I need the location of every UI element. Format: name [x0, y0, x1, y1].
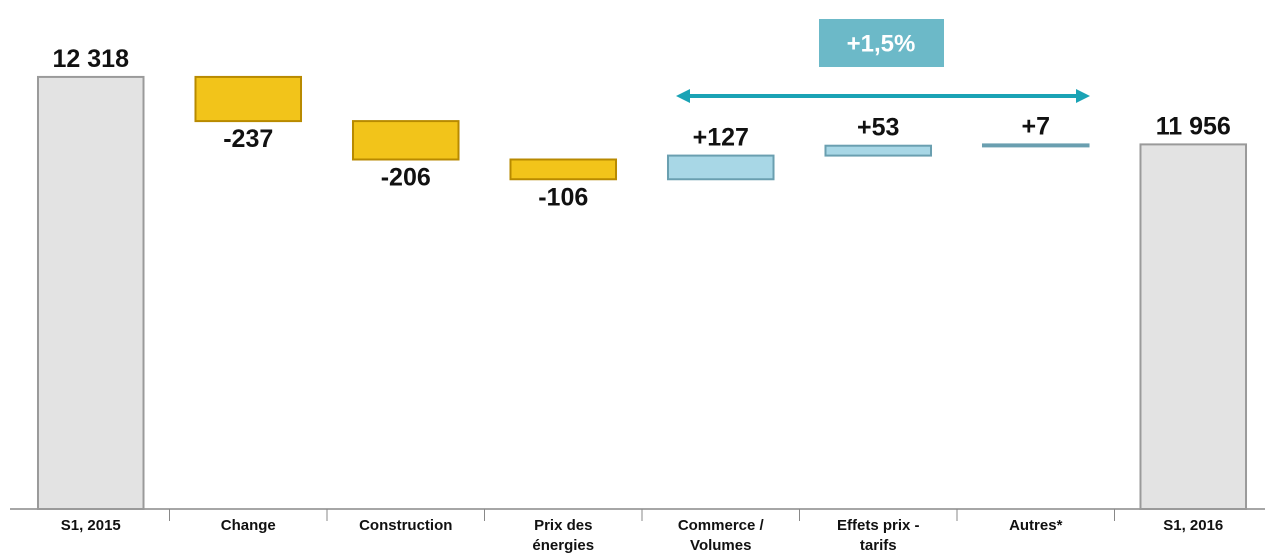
value-label: +7: [1021, 112, 1050, 140]
bar: [1139, 143, 1248, 510]
annotation: +1,5%: [847, 30, 916, 57]
value-label: -106: [538, 183, 588, 211]
bar: [509, 158, 618, 181]
value-label: 12 318: [53, 45, 130, 73]
arrow-head: [1076, 89, 1090, 103]
bar: [981, 143, 1090, 148]
x-tick-label: S1, 2015: [60, 517, 121, 534]
x-tick-label: Effets prix - tarifs: [836, 517, 920, 554]
annotation-box: [817, 17, 946, 69]
value-label: -237: [223, 125, 273, 153]
x-tick-label: Autres*: [1009, 517, 1063, 534]
value-label: 11 956: [1156, 112, 1231, 140]
value-label: +53: [857, 114, 899, 142]
arrow-head: [676, 89, 690, 103]
bar: [194, 75, 303, 123]
x-tick-label: Prix des énergies: [532, 517, 595, 554]
x-tick-label: S1, 2016: [1163, 517, 1224, 534]
bar: [824, 144, 933, 157]
x-tick-label: Change: [220, 517, 276, 534]
bar: [36, 75, 145, 510]
value-label: +127: [693, 124, 749, 152]
value-label: -206: [381, 164, 431, 192]
x-tick-label: Commerce / Volumes: [677, 517, 764, 554]
x-tick-label: Construction: [359, 517, 453, 534]
bar: [351, 120, 460, 161]
bar: [666, 154, 775, 181]
